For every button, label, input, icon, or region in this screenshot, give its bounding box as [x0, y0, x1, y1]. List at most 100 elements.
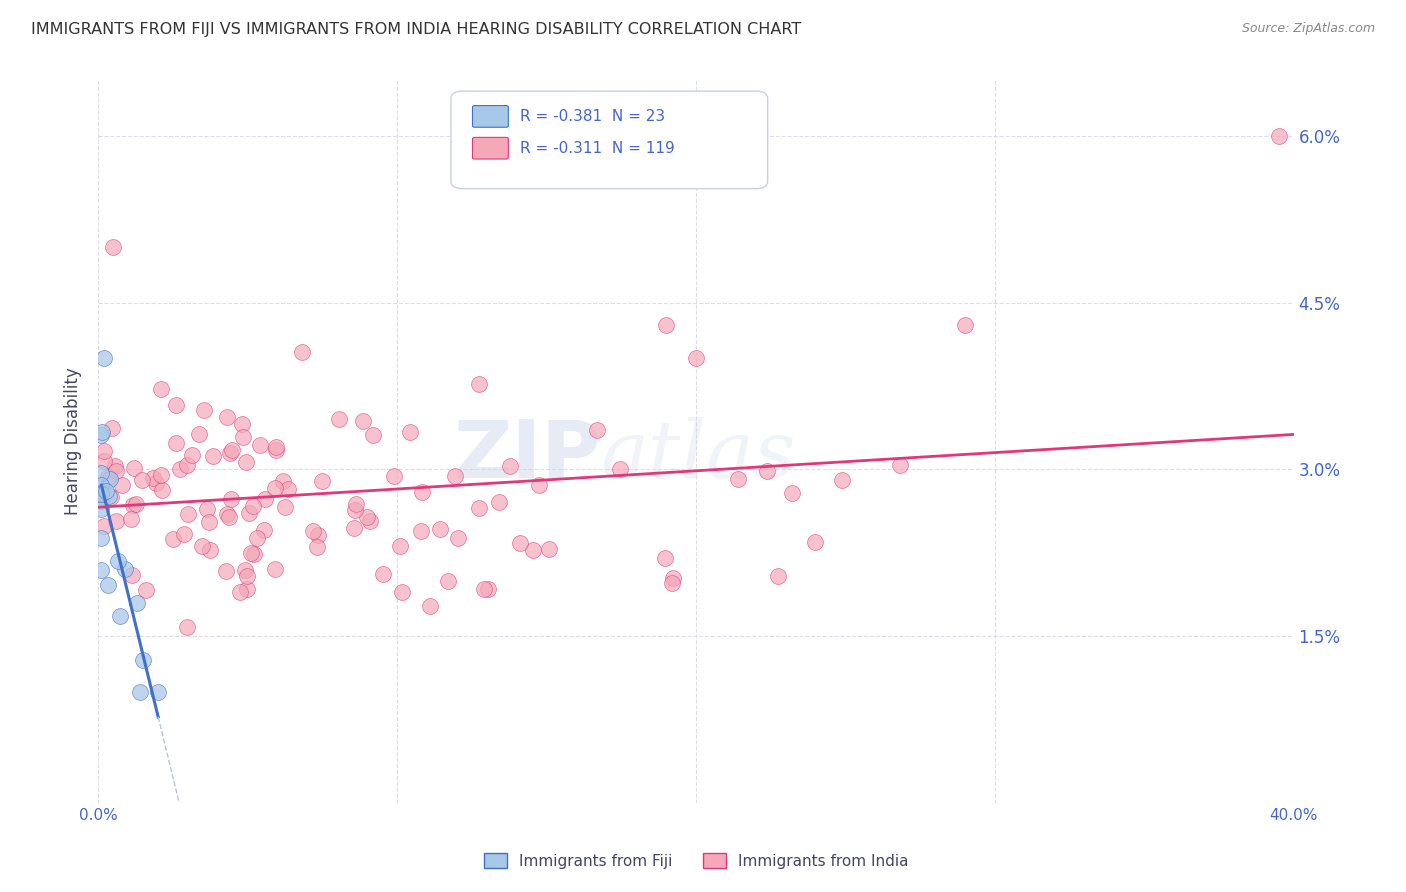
Point: [120, 512, 142, 526]
FancyBboxPatch shape: [472, 137, 509, 159]
Point: [264, 481, 287, 495]
Point: [125, 496, 148, 510]
Point: [249, 438, 271, 452]
Point: [391, 585, 413, 599]
Point: [215, 507, 238, 521]
Point: [150, 468, 173, 483]
Point: [169, 462, 191, 476]
Point: [307, 540, 329, 554]
Point: [152, 483, 174, 497]
Point: [685, 351, 707, 366]
Point: [538, 542, 561, 557]
Point: [100, 491, 122, 505]
Text: Source: ZipAtlas.com: Source: ZipAtlas.com: [1241, 22, 1375, 36]
Point: [229, 585, 252, 599]
Point: [264, 440, 287, 454]
Point: [90, 486, 112, 500]
Point: [215, 564, 238, 578]
Point: [162, 532, 184, 546]
Point: [97, 577, 120, 591]
Point: [429, 522, 451, 536]
Point: [344, 502, 367, 516]
Point: [90, 531, 112, 545]
Point: [98, 472, 121, 486]
Point: [114, 562, 136, 576]
Point: [233, 563, 256, 577]
Point: [411, 524, 433, 538]
Point: [93, 444, 115, 458]
Point: [437, 574, 460, 588]
Point: [361, 428, 384, 442]
FancyBboxPatch shape: [451, 91, 768, 189]
Point: [654, 551, 676, 566]
Point: [149, 382, 172, 396]
Point: [142, 471, 165, 485]
Point: [382, 469, 405, 483]
Point: [655, 318, 678, 332]
Point: [218, 510, 240, 524]
Text: atlas: atlas: [600, 417, 796, 495]
Point: [129, 684, 152, 698]
Point: [131, 473, 153, 487]
Point: [191, 539, 214, 553]
Point: [132, 653, 155, 667]
Point: [499, 458, 522, 473]
Point: [889, 458, 911, 472]
Point: [218, 446, 240, 460]
Point: [165, 436, 187, 450]
Point: [661, 575, 683, 590]
Point: [756, 464, 779, 478]
Point: [188, 426, 211, 441]
Point: [356, 509, 378, 524]
Point: [468, 377, 491, 392]
Point: [177, 508, 200, 522]
Point: [165, 398, 187, 412]
Point: [240, 546, 263, 560]
Point: [103, 240, 125, 254]
Point: [198, 542, 221, 557]
Legend: Immigrants from Fiji, Immigrants from India: Immigrants from Fiji, Immigrants from In…: [478, 847, 914, 875]
Point: [352, 414, 374, 428]
Point: [236, 582, 259, 596]
Point: [231, 417, 253, 432]
Point: [90, 564, 112, 578]
Point: [398, 425, 420, 439]
Point: [953, 318, 976, 332]
Point: [522, 542, 544, 557]
Point: [90, 478, 112, 492]
Point: [127, 596, 149, 610]
Point: [98, 489, 121, 503]
Text: ZIP: ZIP: [453, 417, 600, 495]
Point: [264, 442, 287, 457]
Point: [264, 562, 287, 576]
Point: [242, 499, 264, 513]
Point: [148, 684, 170, 698]
Point: [328, 412, 350, 426]
Text: IMMIGRANTS FROM FIJI VS IMMIGRANTS FROM INDIA HEARING DISABILITY CORRELATION CHA: IMMIGRANTS FROM FIJI VS IMMIGRANTS FROM …: [31, 22, 801, 37]
Point: [585, 423, 607, 437]
Point: [193, 403, 215, 417]
Point: [277, 482, 299, 496]
Point: [198, 515, 221, 529]
Point: [780, 485, 803, 500]
Point: [122, 460, 145, 475]
Point: [135, 583, 157, 598]
Point: [246, 531, 269, 545]
Point: [93, 351, 115, 366]
Point: [107, 554, 129, 568]
Point: [110, 478, 132, 492]
Point: [121, 498, 143, 512]
Point: [221, 442, 243, 457]
Point: [221, 491, 243, 506]
Point: [195, 501, 218, 516]
Point: [215, 409, 238, 424]
Point: [1267, 128, 1289, 143]
Point: [242, 547, 264, 561]
Point: [173, 527, 195, 541]
Point: [104, 458, 127, 473]
Point: [419, 599, 441, 613]
Point: [101, 421, 124, 435]
Point: [238, 506, 260, 520]
Point: [90, 467, 112, 481]
Point: [359, 515, 381, 529]
